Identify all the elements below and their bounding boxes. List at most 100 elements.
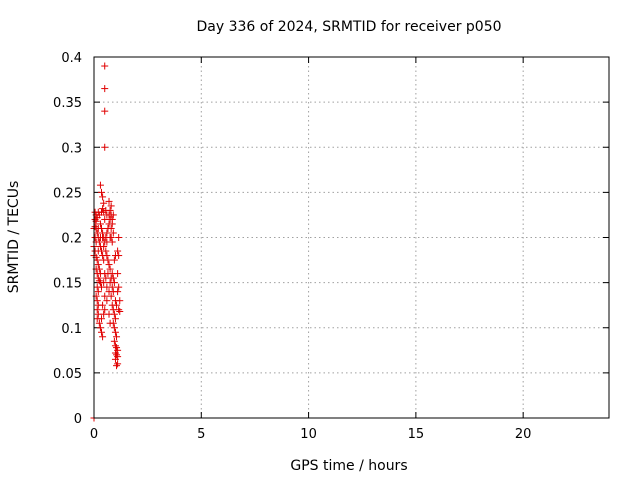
data-point bbox=[101, 292, 109, 300]
data-point bbox=[99, 333, 107, 341]
data-point bbox=[100, 199, 108, 207]
data-point bbox=[114, 360, 122, 368]
data-point bbox=[114, 288, 122, 296]
data-point bbox=[99, 205, 107, 213]
data-point bbox=[96, 324, 104, 332]
y-tick-label: 0.2 bbox=[61, 232, 82, 247]
data-point bbox=[111, 315, 119, 323]
data-point bbox=[95, 265, 103, 273]
y-tick-label: 0.3 bbox=[61, 141, 82, 156]
chart-title: Day 336 of 2024, SRMTID for receiver p05… bbox=[196, 19, 501, 35]
y-tick-label: 0.15 bbox=[53, 277, 82, 292]
data-point bbox=[105, 310, 113, 318]
data-point bbox=[108, 220, 116, 228]
data-point bbox=[109, 229, 117, 237]
x-tick-label: 5 bbox=[197, 427, 205, 442]
y-tick-label: 0.05 bbox=[53, 367, 82, 382]
data-point bbox=[106, 279, 114, 287]
data-point bbox=[94, 224, 102, 232]
data-point bbox=[100, 256, 108, 264]
data-point bbox=[106, 265, 114, 273]
data-point bbox=[104, 270, 112, 278]
data-point bbox=[113, 351, 121, 359]
data-point bbox=[101, 306, 109, 314]
data-point bbox=[107, 202, 115, 210]
data-point bbox=[108, 283, 116, 291]
data-point bbox=[101, 107, 109, 115]
data-point bbox=[95, 277, 103, 285]
data-point bbox=[107, 234, 115, 241]
data-point bbox=[111, 349, 119, 357]
data-point bbox=[103, 229, 111, 237]
data-point bbox=[111, 297, 119, 305]
data-point bbox=[101, 215, 109, 223]
x-axis-label: GPS time / hours bbox=[290, 458, 407, 474]
data-point bbox=[94, 288, 102, 296]
data-point bbox=[107, 274, 115, 282]
data-point bbox=[99, 301, 107, 309]
y-tick-label: 0.35 bbox=[53, 96, 82, 111]
data-point bbox=[101, 85, 109, 93]
data-point bbox=[98, 315, 106, 323]
data-point bbox=[94, 247, 102, 255]
data-point bbox=[114, 270, 122, 278]
data-point bbox=[109, 211, 117, 219]
data-point bbox=[103, 297, 111, 305]
data-point bbox=[116, 308, 124, 316]
data-point bbox=[106, 319, 114, 327]
data-point bbox=[115, 234, 123, 241]
data-point bbox=[101, 143, 109, 151]
data-point bbox=[101, 62, 109, 70]
data-point bbox=[111, 355, 119, 363]
data-point bbox=[98, 328, 106, 336]
data-point bbox=[108, 238, 116, 246]
axis-ticks: 0 0.05 0.1 0.15 0.2 0.25 0.3 0.35 0.4 0 5 10 15 20 bbox=[53, 51, 609, 442]
data-point bbox=[113, 333, 121, 341]
data-point bbox=[110, 256, 118, 264]
data-point bbox=[93, 256, 101, 264]
data-point bbox=[113, 301, 121, 309]
data-point bbox=[96, 270, 104, 278]
y-tick-label: 0.25 bbox=[53, 186, 82, 201]
grid-lines bbox=[94, 56, 609, 418]
data-point bbox=[111, 328, 119, 336]
x-tick-label: 0 bbox=[90, 427, 98, 442]
data-point bbox=[113, 362, 121, 370]
data-point bbox=[98, 188, 106, 196]
data-point bbox=[114, 247, 122, 255]
data-point bbox=[93, 297, 101, 305]
data-point bbox=[96, 234, 104, 241]
data-point bbox=[99, 252, 107, 260]
data-point bbox=[95, 319, 103, 327]
data-point bbox=[107, 224, 115, 232]
data-point bbox=[91, 215, 99, 223]
data-point bbox=[105, 197, 113, 205]
data-point bbox=[99, 193, 107, 201]
y-tick-label: 0.1 bbox=[61, 322, 82, 337]
data-point bbox=[94, 261, 102, 269]
data-point bbox=[98, 208, 106, 216]
data-point bbox=[111, 342, 119, 350]
data-point bbox=[105, 261, 113, 269]
data-point bbox=[98, 283, 106, 291]
data-point bbox=[96, 243, 104, 251]
data-point bbox=[93, 306, 101, 314]
y-tick-label: 0.4 bbox=[61, 51, 82, 66]
data-point bbox=[95, 238, 103, 246]
y-axis-label: SRMTID / TECUs bbox=[6, 181, 22, 294]
data-point bbox=[115, 283, 123, 291]
data-point bbox=[110, 337, 118, 345]
plot-frame bbox=[93, 56, 610, 419]
data-point bbox=[96, 181, 104, 189]
data-point bbox=[96, 220, 104, 228]
data-point bbox=[115, 306, 123, 314]
data-point bbox=[100, 279, 108, 287]
x-tick-label: 20 bbox=[515, 427, 532, 442]
x-tick-label: 15 bbox=[408, 427, 425, 442]
x-tick-label: 10 bbox=[300, 427, 317, 442]
data-point bbox=[110, 324, 118, 332]
data-points bbox=[90, 62, 124, 422]
y-tick-label: 0 bbox=[74, 412, 82, 427]
data-point bbox=[107, 292, 115, 300]
